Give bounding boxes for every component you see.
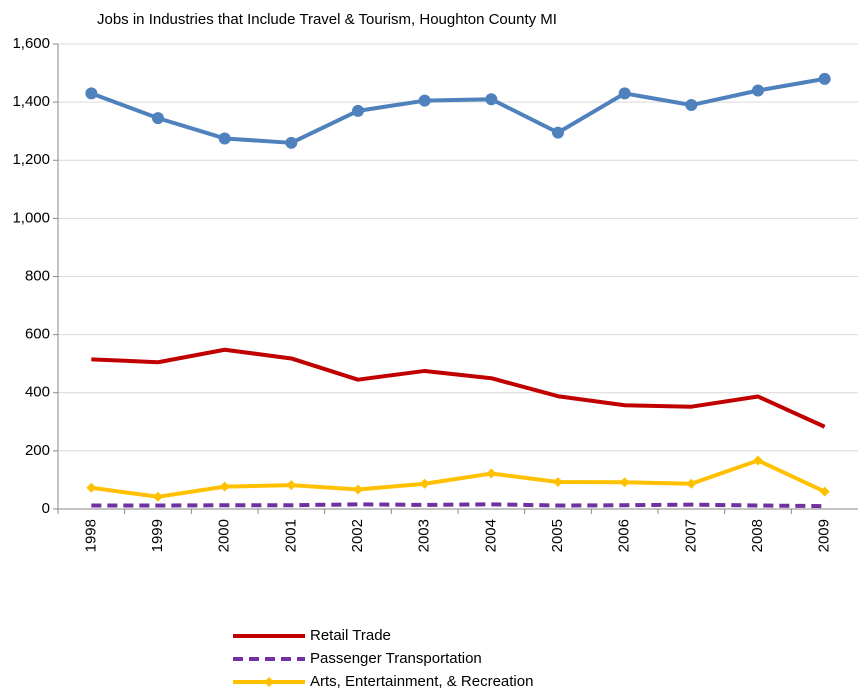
point	[619, 477, 630, 488]
point	[286, 480, 297, 491]
point	[219, 481, 230, 492]
legend-marker	[264, 677, 274, 687]
y-tick-label: 1,000	[12, 209, 50, 226]
legend-label: Arts, Entertainment, & Recreation	[310, 673, 533, 690]
series-line	[91, 347, 826, 429]
point	[353, 484, 363, 495]
x-tick-label: 2007	[682, 519, 699, 552]
y-tick-label: 0	[42, 500, 50, 517]
x-tick-label: 2001	[282, 519, 299, 552]
x-tick-label: 1998	[82, 519, 99, 552]
x-tick-label: 2000	[216, 519, 233, 552]
point	[418, 94, 431, 107]
y-tick-label: 600	[25, 326, 50, 343]
x-tick-label: 2004	[482, 519, 499, 552]
y-tick-label: 200	[25, 442, 50, 459]
point	[752, 84, 764, 97]
series-line	[91, 502, 825, 509]
y-tick-label: 400	[25, 384, 50, 401]
y-tick-label: 1,400	[12, 93, 50, 110]
y-tick-label: 1,200	[12, 151, 50, 168]
x-tick-label: 2005	[549, 519, 566, 552]
point	[552, 126, 564, 139]
series-line	[90, 76, 826, 145]
legend-label: Passenger Transportation	[310, 650, 482, 667]
point	[686, 478, 697, 489]
point	[485, 93, 498, 106]
point	[818, 72, 831, 85]
legend-label: Retail Trade	[310, 627, 391, 644]
x-tick-label: 2009	[816, 519, 833, 552]
point	[819, 486, 830, 497]
point	[285, 136, 298, 149]
point	[419, 478, 430, 489]
point	[85, 87, 98, 100]
series-line	[91, 458, 826, 499]
point	[486, 468, 497, 479]
x-tick-label: 1999	[149, 519, 166, 552]
chart-title: Jobs in Industries that Include Travel &…	[97, 11, 557, 28]
x-tick-label: 2008	[749, 519, 766, 552]
point	[153, 491, 163, 502]
point	[352, 104, 364, 117]
point	[618, 87, 631, 100]
y-tick-label: 800	[25, 267, 50, 284]
point	[152, 112, 164, 125]
x-tick-label: 2006	[616, 519, 633, 552]
point	[218, 132, 231, 145]
point	[86, 482, 97, 493]
point	[685, 99, 698, 112]
point	[753, 455, 763, 466]
point	[553, 476, 563, 487]
x-tick-label: 2002	[349, 519, 366, 552]
x-tick-label: 2003	[416, 519, 433, 552]
y-tick-label: 1,600	[12, 35, 50, 52]
